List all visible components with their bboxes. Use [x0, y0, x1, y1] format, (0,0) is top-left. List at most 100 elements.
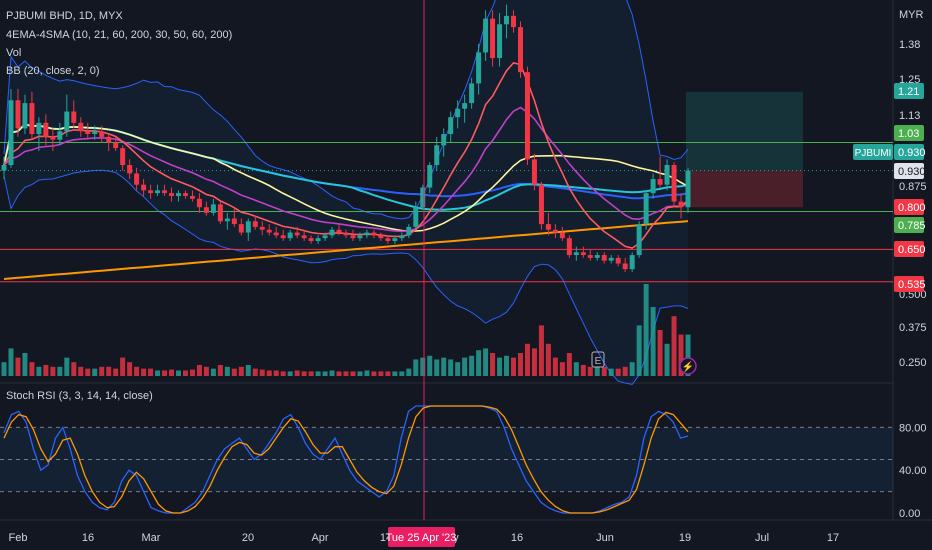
candle-body: [364, 232, 370, 236]
price-tag-label: 0.535: [898, 279, 926, 291]
time-axis-tick: 17: [827, 532, 839, 544]
volume-bar: [196, 364, 202, 376]
candle-body: [134, 173, 140, 185]
volume-bar: [615, 368, 621, 376]
candle-body: [120, 148, 126, 166]
ema200-line: [3, 220, 689, 280]
candle-body: [141, 184, 147, 191]
candle-body: [497, 24, 503, 59]
volume-bar: [92, 368, 98, 376]
volume-bar: [420, 357, 426, 376]
candle-body: [301, 235, 307, 239]
volume-bar: [1, 362, 7, 376]
candle-body: [392, 238, 398, 241]
candle-body: [685, 170, 691, 208]
volume-bar: [476, 350, 482, 376]
price-axis-tick: 1.38: [899, 39, 920, 51]
volume-bar: [120, 357, 126, 376]
sma30-line: [3, 123, 689, 233]
time-axis-tick: 16: [82, 532, 94, 544]
candle-body: [175, 193, 181, 196]
volume-bar: [155, 370, 161, 376]
candle-body: [99, 131, 105, 137]
stoch-rsi-axis-tick: 80.00: [899, 422, 927, 434]
candle-body: [287, 232, 293, 239]
candle-body: [399, 235, 405, 239]
volume-bar: [287, 371, 293, 376]
time-axis-tick: Feb: [9, 532, 28, 544]
volume-bar: [448, 359, 454, 376]
volume-bar: [203, 366, 209, 376]
volume-bar: [85, 368, 91, 376]
candle-body: [259, 226, 265, 230]
candle-body: [531, 159, 537, 185]
volume-bar: [322, 371, 328, 376]
candle-body: [196, 198, 202, 208]
alert-icon-glyph: ⚡: [682, 360, 694, 373]
position-target-zone: [686, 91, 803, 171]
volume-bar: [357, 371, 363, 376]
volume-bar: [217, 364, 223, 376]
price-tag-label: 0.650: [898, 244, 926, 256]
candle-body: [245, 221, 251, 233]
candle-body: [629, 255, 635, 270]
volume-bar: [580, 364, 586, 376]
bollinger-upper-line: [3, 0, 689, 220]
candle-body: [552, 229, 558, 233]
earnings-marker-label: E: [595, 356, 602, 367]
time-axis-tick: Jul: [755, 532, 769, 544]
candle-body: [357, 235, 363, 239]
candle-body: [294, 232, 300, 236]
candle-body: [413, 207, 419, 227]
candle-body: [441, 134, 447, 146]
price-axis-tick: 0.875: [899, 181, 927, 193]
price-tag-label: 0.930: [898, 147, 926, 159]
candle-body: [643, 193, 649, 225]
volume-bar: [371, 371, 377, 376]
candle-body: [371, 232, 377, 236]
candle-body: [50, 136, 56, 140]
volume-bar: [57, 366, 63, 376]
price-axis-tick: 0.375: [899, 322, 927, 334]
price-tag-label: 0.785: [898, 220, 926, 232]
candle-body: [573, 252, 579, 256]
candle-body: [448, 117, 454, 135]
candle-body: [231, 218, 237, 225]
volume-bar: [385, 371, 391, 376]
candle-body: [678, 201, 684, 208]
candle-body: [664, 165, 670, 185]
volume-bar: [552, 357, 558, 376]
earnings-marker: [591, 351, 605, 368]
candle-body: [657, 179, 663, 185]
ema21-line: [3, 106, 689, 233]
volume-bar: [517, 353, 523, 376]
volume-bar: [657, 330, 663, 376]
candle-body: [106, 136, 112, 143]
candle-body: [266, 229, 272, 233]
volume-bar: [29, 362, 35, 376]
volume-bar: [329, 370, 335, 376]
candle-body: [490, 18, 496, 59]
volume-bar: [50, 366, 56, 376]
candle-body: [601, 255, 607, 261]
volume-bar: [594, 366, 600, 376]
volume-bar: [608, 368, 614, 376]
volume-bar: [406, 368, 412, 376]
stoch-rsi-axis-tick: 40.00: [899, 465, 927, 477]
volume-bar: [622, 366, 628, 376]
volume-bar: [8, 348, 14, 376]
candle-body: [71, 111, 77, 123]
volume-bar: [127, 362, 133, 376]
price-tag: [894, 199, 924, 215]
volume-bar: [99, 366, 105, 376]
volume-bar: [566, 353, 572, 376]
candle-body: [385, 238, 391, 241]
candle-body: [420, 187, 426, 208]
crosshair-date-tag: [388, 527, 455, 547]
volume-bar: [280, 371, 286, 376]
candle-body: [545, 224, 551, 230]
candle-body: [238, 224, 244, 233]
candle-body: [538, 184, 544, 225]
volume-bar: [462, 357, 468, 376]
